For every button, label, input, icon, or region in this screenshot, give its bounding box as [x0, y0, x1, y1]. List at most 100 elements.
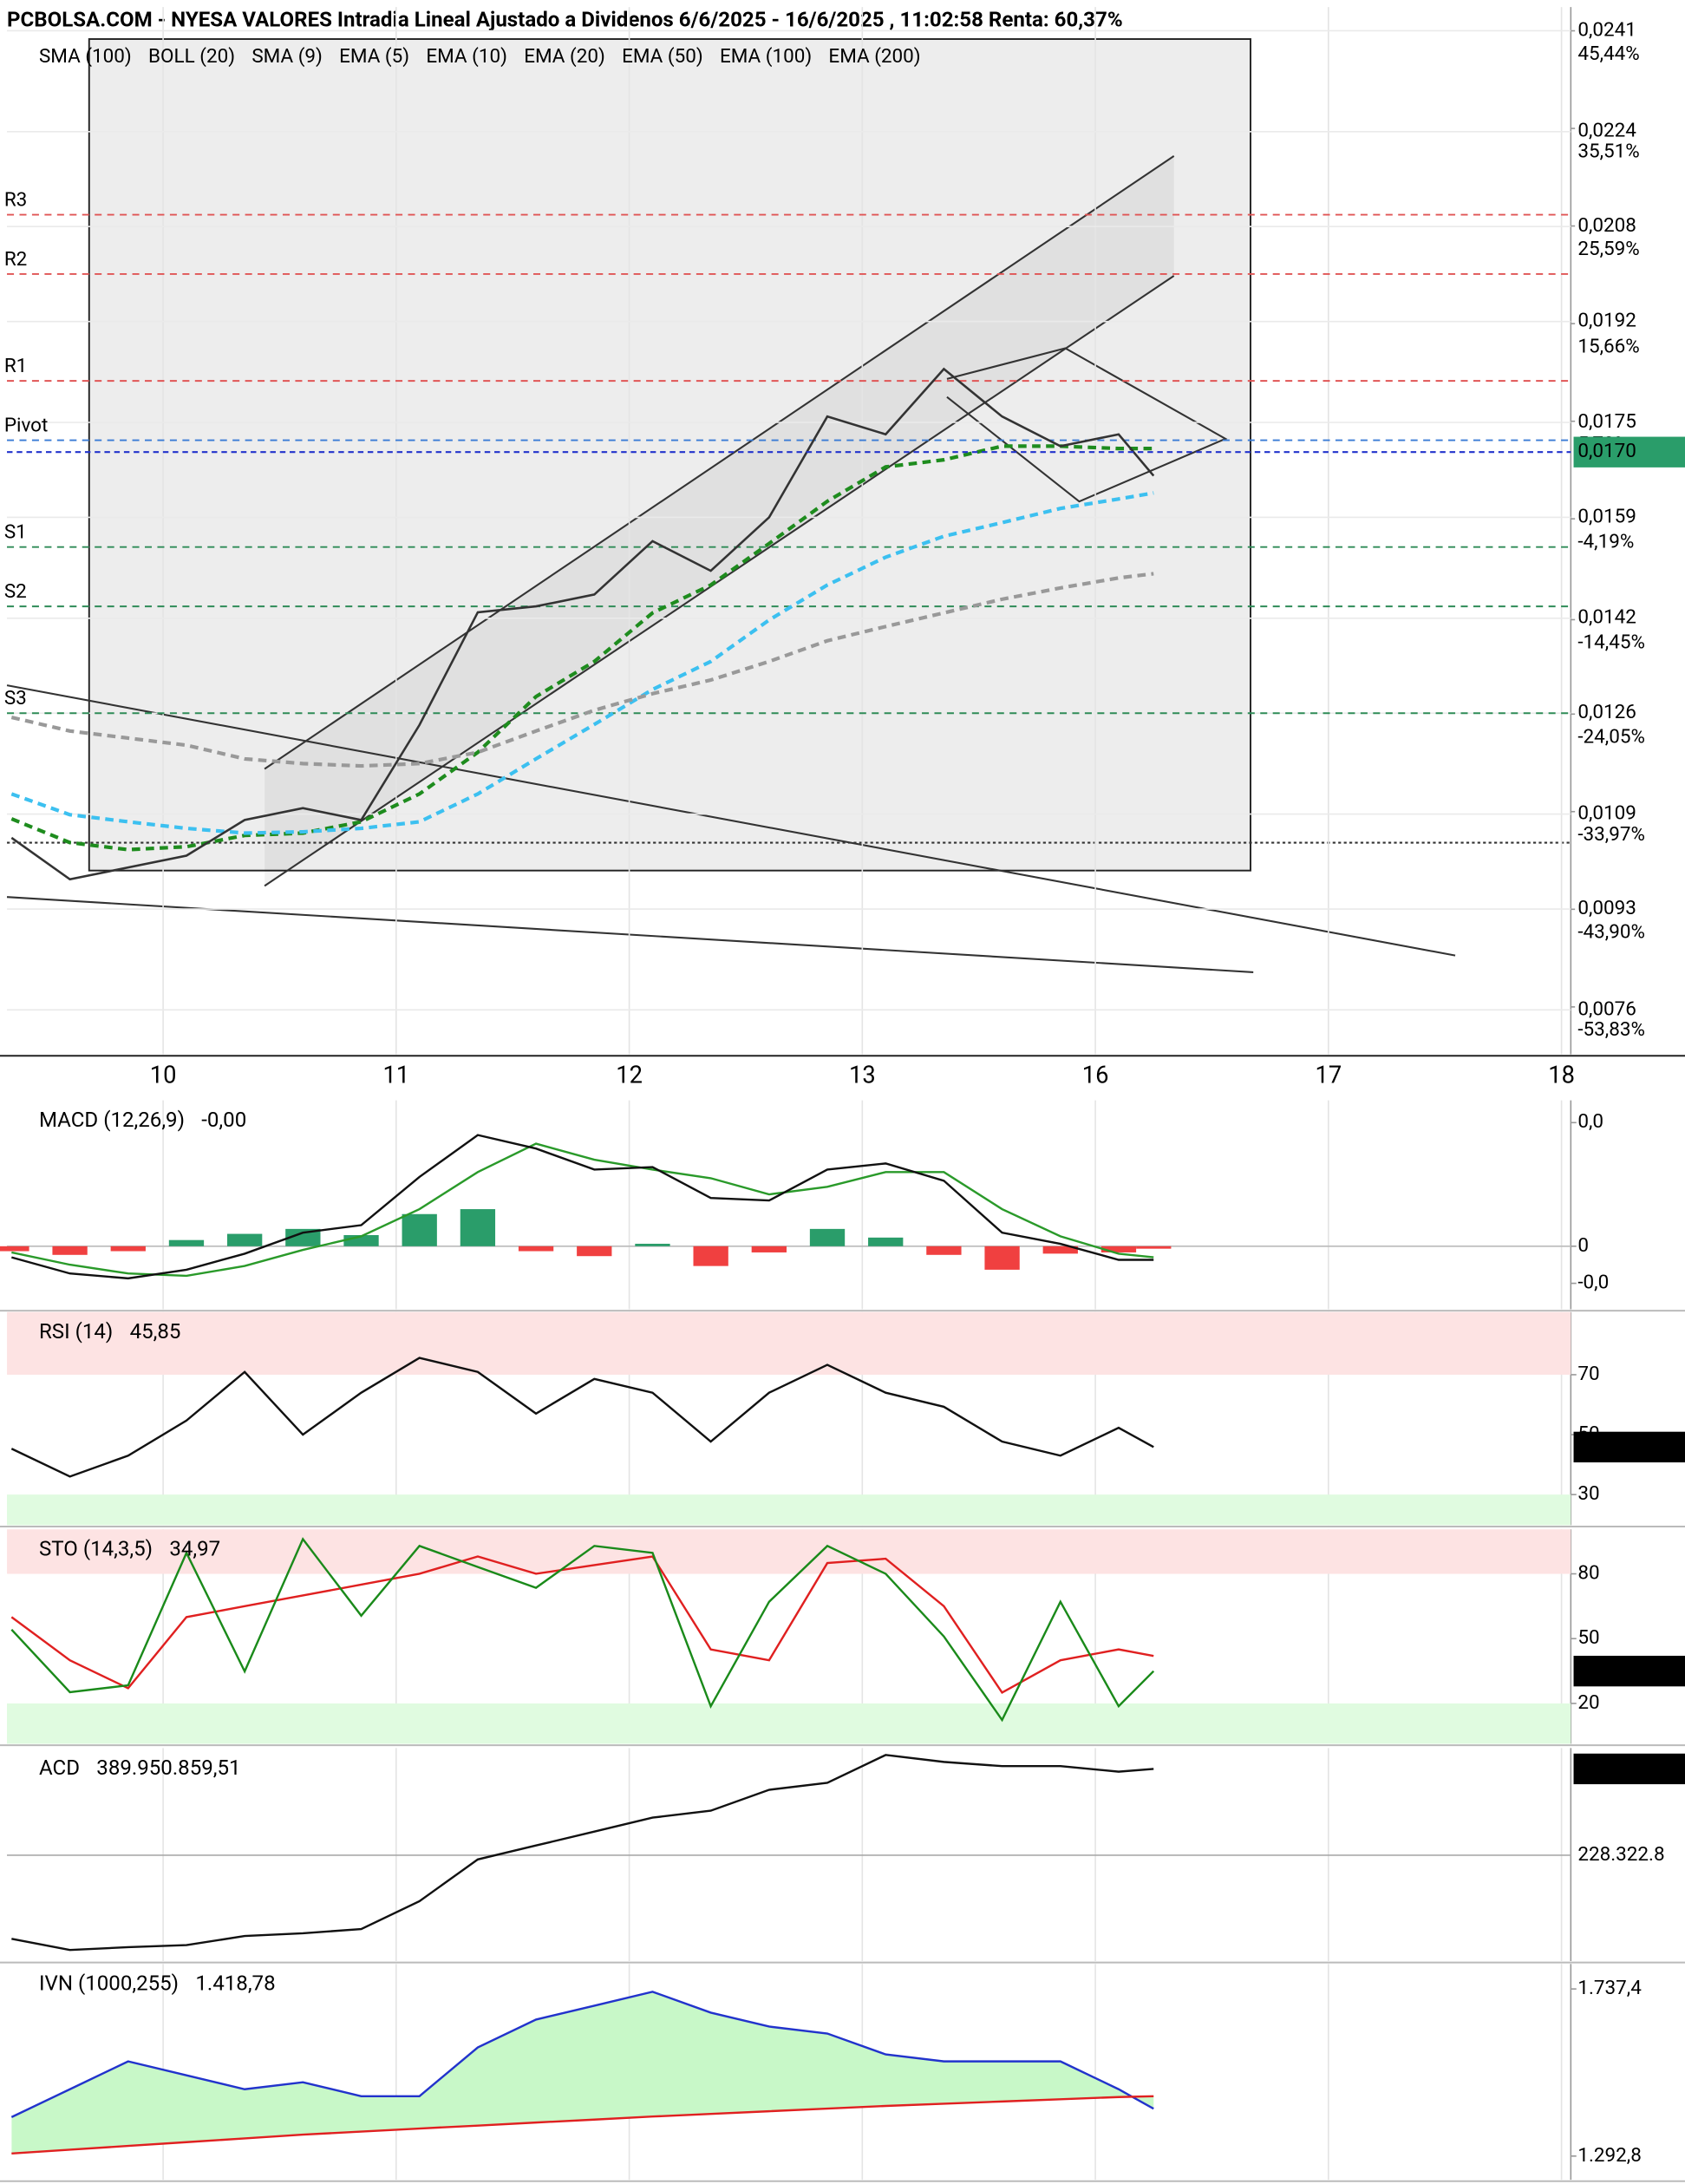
histogram-bar [635, 1243, 670, 1246]
y-tick-label: -0,0 [1577, 1272, 1609, 1294]
histogram-bar [984, 1246, 1020, 1270]
last-value-box [1573, 1753, 1685, 1785]
y-tick-label: 0,0208 [1577, 214, 1636, 237]
y-tick-label: 0,0093 [1577, 897, 1636, 919]
y-tick-label: 0,0142 [1577, 606, 1636, 629]
legend-entry: EMA (200) [828, 45, 920, 68]
trend-line [6, 684, 1456, 957]
histogram-bar [809, 1228, 846, 1246]
histogram-bar [110, 1246, 146, 1252]
y2-tick-label: -33,97% [1577, 823, 1645, 846]
y-tick-label: 80 [1577, 1561, 1599, 1584]
indicator-value: -0,00 [201, 1108, 246, 1132]
x-tick-label: 18 [1548, 1062, 1575, 1089]
channel-fill [265, 155, 1174, 886]
last-value-box [1573, 436, 1685, 468]
y2-tick-label: 25,59% [1577, 238, 1639, 260]
x-tick-label: 16 [1082, 1062, 1109, 1089]
last-value-box [1573, 1655, 1685, 1687]
y2-tick-label: 45,44% [1577, 43, 1639, 65]
pivot-label: R2 [4, 248, 27, 271]
y-tick-label: 50 [1577, 1626, 1599, 1649]
indicator-title: IVN (1000,255) [39, 1971, 179, 1996]
y-tick-label: 0,0076 [1577, 997, 1636, 1020]
histogram-bar [1136, 1246, 1172, 1249]
oversold-zone [7, 1494, 1571, 1526]
indicator-value: 389.950.859,51 [96, 1756, 240, 1780]
indicator-title: ACD [39, 1756, 80, 1780]
series-line [10, 572, 1154, 768]
x-tick-label: 13 [849, 1062, 876, 1089]
price-line [10, 367, 1155, 881]
y2-tick-label: -24,05% [1577, 726, 1645, 749]
pivot-label: S3 [4, 687, 27, 709]
last-value-box [1573, 1431, 1685, 1463]
pivot-label: S2 [4, 580, 27, 603]
series-line [11, 1754, 1154, 1952]
y2-tick-label: -14,45% [1577, 631, 1645, 654]
channel-line [264, 275, 1175, 887]
series-line [11, 1134, 1154, 1280]
histogram-bar [577, 1246, 612, 1257]
legend-entry: EMA (20) [524, 45, 605, 68]
legend-entry: BOLL (20) [148, 45, 235, 68]
y-tick-label: 228.322.8 [1577, 1843, 1664, 1866]
legend-entry: EMA (100) [720, 45, 812, 68]
y2-tick-label: -43,90% [1577, 921, 1645, 944]
legend-entry: EMA (50) [622, 45, 703, 68]
series-line [10, 1555, 1154, 1695]
histogram-bar [518, 1246, 554, 1252]
y-tick-label: 1.292,8 [1577, 2144, 1641, 2167]
indicator-title: STO (14,3,5) [39, 1537, 153, 1561]
indicator-value: 1.418,78 [195, 1971, 275, 1996]
x-tick-label: 10 [150, 1062, 177, 1089]
series-line [11, 2095, 1154, 2155]
triangle-line [946, 347, 1228, 503]
series-line [10, 1357, 1154, 1478]
channel-line [264, 155, 1175, 770]
histogram-bar [926, 1246, 962, 1255]
legend-entry: SMA (100) [39, 45, 132, 68]
x-tick-label: 12 [616, 1062, 643, 1089]
selection-box [88, 38, 1251, 872]
indicator-value: 34,97 [169, 1537, 220, 1561]
y-tick-label: 30 [1577, 1482, 1599, 1505]
series-line [10, 1991, 1154, 2118]
histogram-bar [52, 1246, 88, 1255]
oversold-zone [7, 1703, 1571, 1744]
indicator-value: 45,85 [130, 1319, 181, 1344]
overbought-zone [7, 1311, 1571, 1375]
histogram-bar [1100, 1246, 1137, 1252]
histogram-bar [168, 1239, 205, 1246]
y-tick-label: 0,0192 [1577, 310, 1636, 332]
y-tick-label: 0,0241 [1577, 18, 1636, 41]
histogram-bar [751, 1246, 787, 1252]
histogram-bar [460, 1209, 496, 1246]
y-tick-label: 0 [1577, 1234, 1589, 1257]
y-tick-label: 0,0159 [1577, 505, 1636, 527]
legend-entry: EMA (5) [339, 45, 409, 68]
histogram-bar [402, 1213, 437, 1246]
area-fill [11, 1991, 1154, 2154]
x-tick-label: 17 [1315, 1062, 1342, 1089]
histogram-bar [226, 1233, 263, 1246]
overbought-zone [7, 1529, 1571, 1574]
y-tick-label: 1.737,4 [1577, 1977, 1642, 1999]
y-tick-label: 0,0 [1577, 1110, 1603, 1133]
y-tick-label: 20 [1577, 1691, 1599, 1714]
last-value-label: 34,973 [1577, 1659, 1636, 1682]
pivot-label: Pivot [4, 414, 49, 436]
pivot-label: R1 [4, 355, 27, 377]
histogram-bar [868, 1237, 904, 1246]
pivot-label: S1 [4, 521, 27, 544]
y2-tick-label: -53,83% [1577, 1018, 1645, 1041]
drawings [6, 155, 1571, 973]
series-line [11, 1142, 1154, 1278]
series-line [10, 491, 1154, 835]
x-tick-label: 11 [383, 1062, 410, 1089]
histogram-bar [285, 1228, 321, 1246]
series-line [10, 1537, 1155, 1723]
legend-entry: EMA (10) [426, 45, 507, 68]
